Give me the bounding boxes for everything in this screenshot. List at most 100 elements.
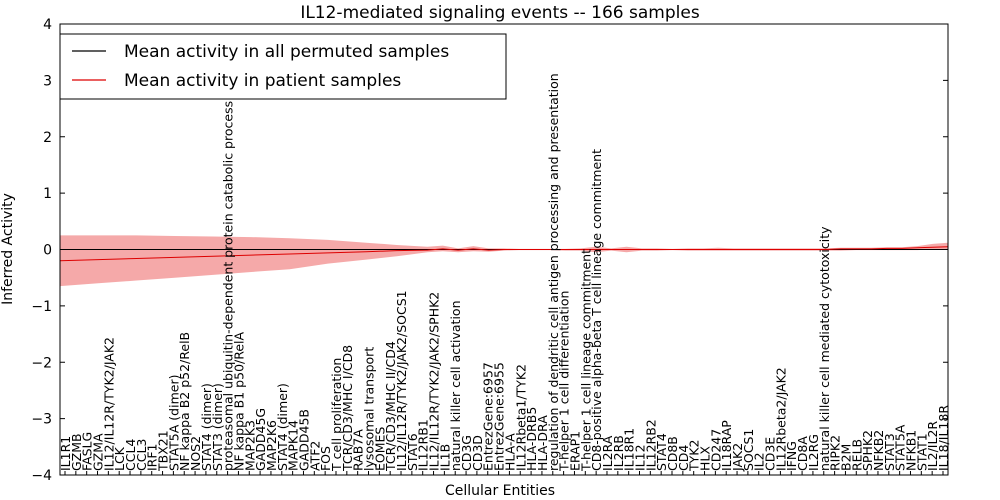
x-tick-label: MAPK14 <box>286 420 301 471</box>
x-tick-label: IL12/IL12R/TYK2/JAK2/SOCS1 <box>394 290 409 471</box>
x-tick-label: NFKB2 <box>871 430 886 471</box>
x-tick-label: CCL4 <box>123 439 138 471</box>
x-tick-label: T-helper 1 cell lineage commitment <box>578 249 593 472</box>
x-tick-label: CD8B <box>665 436 680 471</box>
x-tick-label: STAT5A (dimer) <box>166 375 181 471</box>
x-tick-label: EntrezGene:6957 <box>481 362 496 471</box>
x-tick-label: STAT3 (dimer) <box>210 383 225 471</box>
x-tick-label: STAT4 <box>654 433 669 471</box>
y-tick-label: −4 <box>31 468 52 484</box>
x-tick-label: CD3E <box>763 437 778 471</box>
x-tick-label: CD4 <box>676 445 691 471</box>
y-tick-label: 2 <box>43 130 52 146</box>
x-tick-label: TCR/CD3/MHC I/CD8 <box>340 345 355 472</box>
x-tick-label: T-helper 1 cell differentiation <box>557 291 572 472</box>
x-tick-label: MAP2K3 <box>242 420 257 471</box>
x-tick-label: IL1R1 <box>58 436 73 471</box>
x-tick-label: ATF2 <box>307 441 322 471</box>
x-tick-label: IL12/IL12R/TYK2/JAK2/SPHK2 <box>427 292 442 471</box>
x-tick-label: LCK <box>112 446 127 471</box>
y-tick-label: 3 <box>43 73 52 89</box>
x-tick-label: HLA-DRA <box>535 415 550 471</box>
x-tick-label: IL18R1 <box>622 428 637 471</box>
patient-spread-band <box>60 235 948 287</box>
x-tick-label: MAP2K6 <box>264 420 279 471</box>
x-tick-label: CD8A <box>795 436 810 471</box>
x-tick-label: NF kappa B2 p52/RelB <box>177 332 192 471</box>
x-tick-label: STAT1 <box>914 433 929 471</box>
x-tick-label: B2M <box>838 444 853 471</box>
x-tick-label: IL18/IL18R <box>936 405 951 471</box>
x-tick-label: GZMA <box>91 433 106 471</box>
x-axis-label: Cellular Entities <box>445 483 555 499</box>
legend-label: Mean activity in patient samples <box>124 71 401 91</box>
legend-label: Mean activity in all permuted samples <box>124 42 449 62</box>
x-tick-label: TYK2 <box>687 440 702 472</box>
x-tick-label: EntrezGene:6955 <box>492 362 507 471</box>
x-tick-label: IL12/IL12R/TYK2/JAK2 <box>101 337 116 471</box>
y-tick-label: 4 <box>43 17 52 33</box>
x-tick-label: natural killer cell mediated cytotoxicit… <box>817 226 832 471</box>
x-tick-label: ERAP1 <box>567 431 582 471</box>
x-tick-label: IFNG <box>784 441 799 471</box>
x-tick-label: IL18RAP <box>719 420 734 471</box>
x-tick-label: IL12RB1 <box>416 419 431 471</box>
x-tick-label: IL12Rbeta2/JAK2 <box>773 367 788 471</box>
x-tick-label: NFKB1 <box>903 430 918 471</box>
x-tick-label: SOCS1 <box>741 429 756 471</box>
x-tick-label: GADD45G <box>253 408 268 471</box>
x-tick-label: natural killer cell activation <box>448 300 463 471</box>
x-tick-label: RIPK2 <box>828 435 843 471</box>
x-tick-label: SPHK2 <box>860 430 875 471</box>
x-tick-label: TBX21 <box>156 430 171 472</box>
y-tick-label: 1 <box>43 186 52 202</box>
x-tick-label: RAB7A <box>351 429 366 471</box>
y-tick-label: 0 <box>43 243 52 259</box>
x-tick-label: FOS <box>318 446 333 471</box>
y-tick-label: −2 <box>31 355 52 371</box>
x-tick-label: regulation of dendritic cell antigen pro… <box>546 73 561 471</box>
x-tick-label: CCL3 <box>134 439 149 471</box>
x-tick-label: NOS2 <box>188 436 203 471</box>
x-tick-label: proteasomal ubiquitin-dependent protein … <box>221 101 236 471</box>
legend-box <box>59 33 507 100</box>
x-tick-label: EOMES <box>372 427 387 471</box>
x-tick-label: STAT3 <box>882 433 897 471</box>
y-tick-label: −1 <box>31 299 52 315</box>
x-tick-label: GADD45B <box>296 409 311 471</box>
x-tick-label: CD8-positive alpha-beta T cell lineage c… <box>589 149 604 471</box>
x-tick-label: RELB <box>849 439 864 471</box>
x-tick-label: IL2RB <box>611 435 626 471</box>
x-tick-label: STAT4 (dimer) <box>275 383 290 471</box>
legend: Mean activity in all permuted samples Mea… <box>59 33 507 100</box>
y-tick-label: −3 <box>31 412 52 428</box>
x-tick-label: HLX <box>698 446 713 471</box>
x-tick-label: lysosomal transport <box>362 347 377 471</box>
x-tick-label: FASLG <box>80 432 95 471</box>
x-tick-label: TCR/CD3/MHC II/CD4 <box>383 341 398 472</box>
x-tick-label: HLA-A <box>502 433 517 471</box>
x-tick-label: STAT5A <box>893 424 908 471</box>
x-tick-label: T cell proliferation <box>329 358 344 472</box>
x-tick-label: IRF1 <box>145 443 160 471</box>
x-tick-label: IL2RA <box>600 435 615 471</box>
x-tick-label: HLA-DRB5 <box>524 407 539 471</box>
x-tick-label: CD3G <box>459 435 474 471</box>
x-tick-label: STAT6 <box>405 433 420 471</box>
x-tick-label: JAK2 <box>730 443 745 472</box>
x-tick-label: IL12RB2 <box>643 419 658 471</box>
x-tick-label: NF kappa B1 p50/RelA <box>231 331 246 471</box>
x-tick-label: GZMB <box>69 433 84 471</box>
x-tick-label: CD3D <box>470 435 485 471</box>
x-tick-label: IL2 <box>752 452 767 471</box>
plot-frame <box>59 23 949 476</box>
x-tick-label: IL12 <box>632 444 647 471</box>
x-tick-label: CD247 <box>708 429 723 471</box>
x-tick-label: IL12Rbeta1/TYK2 <box>513 364 528 471</box>
y-axis-label: Inferred Activity <box>0 193 16 305</box>
x-tick-label: IL2RG <box>806 434 821 471</box>
chart-title: IL12-mediated signaling events -- 166 sa… <box>300 3 700 23</box>
patient-mean-line <box>59 246 949 262</box>
plot-area: −4−3−2−101234IL1R1GZMBFASLGGZMAIL12/IL12… <box>31 17 951 484</box>
